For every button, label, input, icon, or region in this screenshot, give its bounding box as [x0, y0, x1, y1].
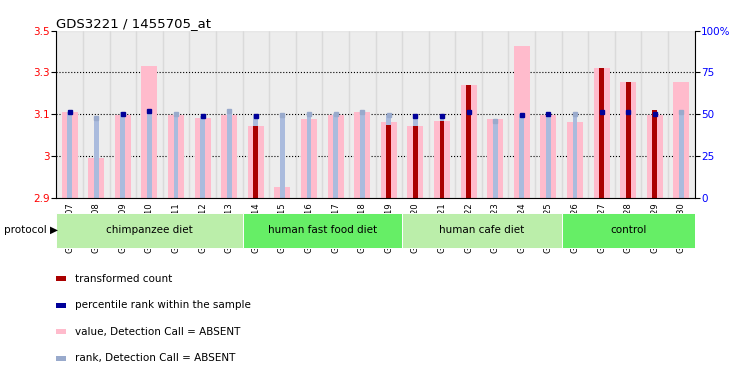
Bar [376, 31, 402, 198]
Bar [402, 31, 429, 198]
Bar [588, 31, 615, 198]
Bar [535, 31, 562, 198]
Bar [439, 121, 445, 198]
Bar [562, 213, 695, 248]
Bar [136, 31, 163, 198]
Bar [466, 85, 471, 198]
Bar [56, 213, 243, 248]
Bar [56, 31, 83, 198]
Bar [413, 126, 418, 198]
Bar [94, 118, 98, 198]
Text: human fast food diet: human fast food diet [268, 225, 377, 235]
Bar [227, 111, 231, 198]
Bar [83, 31, 110, 198]
Bar [56, 356, 66, 361]
Bar [429, 31, 455, 198]
Bar [56, 329, 66, 334]
Bar [487, 119, 503, 198]
Text: chimpanzee diet: chimpanzee diet [106, 225, 193, 235]
Bar [120, 112, 125, 198]
Bar [189, 31, 216, 198]
Bar [56, 303, 66, 308]
Bar [508, 31, 535, 198]
Bar [248, 126, 264, 198]
Bar [460, 85, 477, 198]
Bar [322, 31, 349, 198]
Bar [620, 82, 636, 198]
Bar [387, 115, 391, 198]
Bar [567, 122, 583, 198]
Bar [562, 31, 588, 198]
Text: percentile rank within the sample: percentile rank within the sample [75, 300, 251, 310]
Bar [439, 114, 445, 198]
Bar [141, 66, 158, 198]
Bar [147, 111, 152, 198]
Bar [110, 31, 136, 198]
Bar [647, 115, 663, 198]
Bar [296, 31, 322, 198]
Bar [572, 114, 578, 198]
Text: protocol ▶: protocol ▶ [4, 225, 58, 235]
Bar [493, 121, 498, 198]
Bar [354, 112, 370, 198]
Bar [653, 109, 657, 198]
Bar [195, 118, 210, 198]
Bar [274, 187, 291, 198]
Bar [381, 122, 397, 198]
Bar [360, 112, 364, 198]
Text: value, Detection Call = ABSENT: value, Detection Call = ABSENT [75, 327, 240, 337]
Text: GDS3221 / 1455705_at: GDS3221 / 1455705_at [56, 17, 211, 30]
Bar [466, 112, 471, 198]
Bar [269, 31, 296, 198]
Bar [674, 82, 689, 198]
Bar [434, 121, 450, 198]
Bar [541, 115, 556, 198]
Bar [641, 31, 668, 198]
Bar [546, 112, 550, 198]
Bar [455, 31, 482, 198]
Bar [599, 111, 604, 198]
Bar [68, 112, 72, 198]
Bar [56, 276, 66, 281]
Bar [216, 31, 243, 198]
Bar [408, 126, 424, 198]
Bar [520, 114, 524, 198]
Bar [402, 213, 562, 248]
Bar [201, 116, 205, 198]
Text: rank, Detection Call = ABSENT: rank, Detection Call = ABSENT [75, 353, 236, 363]
Bar [115, 115, 131, 198]
Bar [482, 31, 508, 198]
Bar [387, 125, 391, 198]
Bar [626, 112, 631, 198]
Bar [62, 112, 77, 198]
Bar [615, 31, 641, 198]
Bar [413, 115, 418, 198]
Bar [333, 114, 338, 198]
Bar [593, 68, 610, 198]
Bar [89, 158, 104, 198]
Bar [514, 46, 529, 198]
Bar [243, 31, 269, 198]
Text: control: control [610, 225, 647, 235]
Bar [173, 114, 179, 198]
Bar [168, 115, 184, 198]
Bar [222, 115, 237, 198]
Bar [253, 126, 258, 198]
Bar [243, 213, 402, 248]
Bar [599, 68, 604, 198]
Text: human cafe diet: human cafe diet [439, 225, 524, 235]
Bar [349, 31, 376, 198]
Bar [653, 114, 657, 198]
Bar [163, 31, 189, 198]
Bar [668, 31, 695, 198]
Bar [306, 114, 312, 198]
Bar [626, 82, 631, 198]
Text: transformed count: transformed count [75, 274, 172, 284]
Bar [280, 115, 285, 198]
Bar [301, 119, 317, 198]
Bar [253, 115, 258, 198]
Bar [327, 115, 344, 198]
Bar [679, 112, 683, 198]
